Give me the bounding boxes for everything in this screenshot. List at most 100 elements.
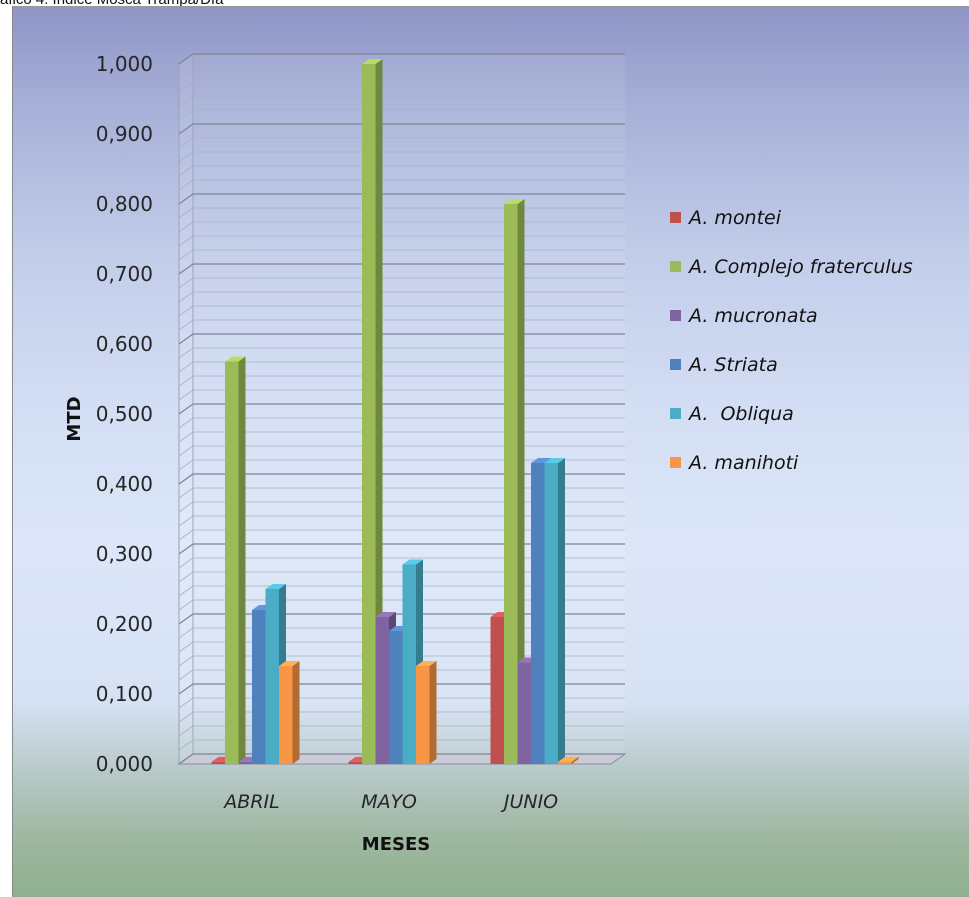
minor-gridline [178, 151, 194, 163]
legend-swatch [670, 408, 681, 419]
major-gridline [178, 753, 194, 765]
major-gridline [178, 543, 194, 555]
bar-side [571, 756, 579, 764]
minor-gridline [178, 697, 194, 709]
bar-front [225, 361, 239, 764]
bar-top [558, 756, 579, 762]
major-gridline [178, 683, 194, 695]
minor-gridline [178, 445, 194, 457]
bar-front [531, 463, 545, 764]
minor-gridline [178, 81, 194, 93]
legend-swatch [670, 310, 681, 321]
bar [362, 59, 383, 764]
y-tick-label: 0,600 [96, 332, 153, 356]
legend-swatch [670, 457, 681, 468]
bar-front [252, 610, 266, 764]
minor-gridline [178, 277, 194, 289]
bar-top [544, 458, 565, 463]
major-gridline [178, 613, 194, 625]
bar-front [402, 564, 416, 764]
bar-top [402, 559, 423, 565]
bar [558, 756, 579, 764]
minor-gridline [178, 109, 194, 121]
bar-front [558, 761, 572, 764]
legend-label: A. Complejo fraterculus [687, 256, 913, 278]
minor-gridline [178, 137, 194, 149]
minor-gridline [178, 95, 194, 107]
legend-item: A. Striata [670, 354, 778, 376]
x-axis-title: MESES [362, 834, 430, 855]
minor-gridline [178, 711, 194, 723]
bar-front [504, 204, 518, 764]
minor-gridline [178, 67, 194, 79]
legend-swatch [670, 212, 681, 223]
y-tick-label: 0,800 [96, 192, 153, 216]
minor-gridline [178, 249, 194, 261]
bar-front [389, 631, 403, 764]
legend: A. montei A. Complejo fraterculus A. mucro… [670, 207, 913, 474]
minor-gridline [178, 641, 194, 653]
legend-label: A. mucronata [687, 305, 818, 327]
minor-gridline [178, 459, 194, 471]
legend-label: A. manihoti [687, 452, 799, 474]
bar-top [375, 612, 396, 617]
minor-gridline [178, 669, 194, 681]
y-tick-label: 0,100 [96, 682, 153, 706]
bars [211, 59, 579, 764]
legend-item: A. Obliqua [670, 403, 794, 425]
y-axis-title: MTD [64, 396, 85, 441]
major-gridline [178, 193, 194, 205]
major-gridline [178, 333, 194, 345]
minor-gridline [178, 207, 194, 219]
y-tick-label: 0,400 [96, 472, 153, 496]
bar-side [238, 356, 246, 764]
bar-side [517, 199, 525, 764]
y-tick-label: 0,700 [96, 262, 153, 286]
bar-side [292, 661, 300, 764]
y-tick-label: 0,000 [96, 752, 153, 776]
minor-gridline [178, 487, 194, 499]
x-tick-labels: ABRIL MAYO JUNIO [222, 791, 558, 813]
minor-gridline [178, 557, 194, 569]
bar-top [531, 458, 552, 463]
minor-gridline [178, 515, 194, 527]
y-tick-label: 1,000 [96, 52, 153, 76]
minor-gridline [178, 501, 194, 513]
x-tick-label: ABRIL [222, 791, 279, 813]
minor-gridline [178, 375, 194, 387]
bar-front [375, 617, 389, 764]
major-gridline [178, 123, 194, 135]
legend-item: A. Complejo fraterculus [670, 256, 913, 278]
minor-gridline [178, 417, 194, 429]
bar-top [279, 661, 300, 666]
major-gridline [178, 473, 194, 485]
minor-gridline [178, 305, 194, 317]
minor-gridline [178, 655, 194, 667]
minor-gridline [178, 221, 194, 233]
minor-gridline [178, 571, 194, 583]
x-tick-label: JUNIO [500, 791, 558, 813]
x-tick-label: MAYO [361, 791, 417, 813]
figure-caption: áfico 4. Índice Mosca Trampa/Día [0, 0, 223, 9]
minor-gridline [178, 389, 194, 401]
bar-chart: 0,000 0,100 0,200 0,300 0,400 0,500 0,600 0,700… [64, 52, 913, 855]
legend-label: A. Striata [687, 354, 778, 376]
bar [544, 458, 565, 764]
bar [504, 199, 525, 764]
chart-frame: 0,000 0,100 0,200 0,300 0,400 0,500 0,600 0,700… [12, 6, 969, 897]
minor-gridline [178, 361, 194, 373]
minor-gridline [178, 627, 194, 639]
bar-top [416, 661, 437, 666]
y-tick-label: 0,500 [96, 402, 153, 426]
bar-front [517, 662, 531, 764]
legend-item: A. manihoti [670, 452, 799, 474]
legend-label: A. Obliqua [687, 403, 794, 425]
bar-top [265, 584, 286, 589]
minor-gridline [178, 431, 194, 443]
minor-gridline [178, 529, 194, 541]
bar-top [225, 356, 246, 362]
bar-top [362, 59, 383, 64]
minor-gridline [178, 585, 194, 597]
bar-top [504, 199, 525, 204]
bar-front [238, 761, 252, 764]
